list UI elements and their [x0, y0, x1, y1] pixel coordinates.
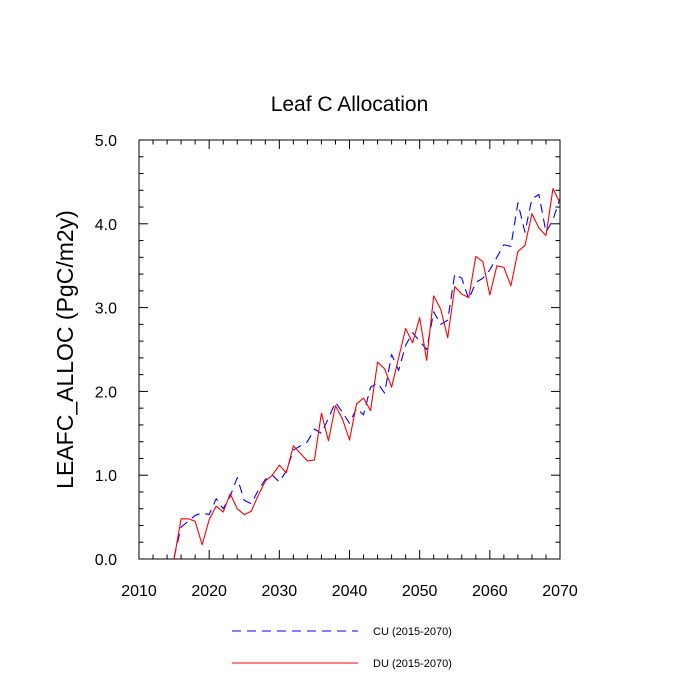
x-tick-label: 2040	[332, 583, 368, 600]
legend-label-cu: CU (2015-2070)	[373, 626, 452, 638]
y-tick-label: 5.0	[95, 133, 117, 150]
y-tick-label: 2.0	[95, 384, 117, 401]
y-tick-label: 0.0	[95, 552, 117, 569]
legend-label-du: DU (2015-2070)	[373, 658, 452, 670]
chart-title: Leaf C Allocation	[271, 93, 429, 116]
x-tick-label: 2030	[262, 583, 298, 600]
y-axis-label: LEAFC_ALLOC (PgC/m2y)	[52, 210, 78, 489]
series-line-du	[173, 188, 561, 560]
y-tick-label: 1.0	[95, 468, 117, 485]
x-tick-label: 2050	[402, 583, 438, 600]
legend: CU (2015-2070) DU (2015-2070)	[232, 626, 452, 670]
x-tick-label: 2060	[472, 583, 508, 600]
y-tick-label: 4.0	[95, 217, 117, 234]
x-tick-label: 2020	[191, 583, 227, 600]
plot-frame	[138, 139, 561, 560]
series-line-cu	[173, 193, 561, 558]
x-tick-label: 2070	[542, 583, 578, 600]
y-tick-label: 3.0	[95, 301, 117, 318]
axis-ticks: 2010 2020 2030 2040 2050 2060 2070 0.0 1.0 2.0 3.0…	[95, 133, 578, 600]
data-series	[173, 188, 561, 560]
x-tick-label: 2010	[121, 583, 157, 600]
